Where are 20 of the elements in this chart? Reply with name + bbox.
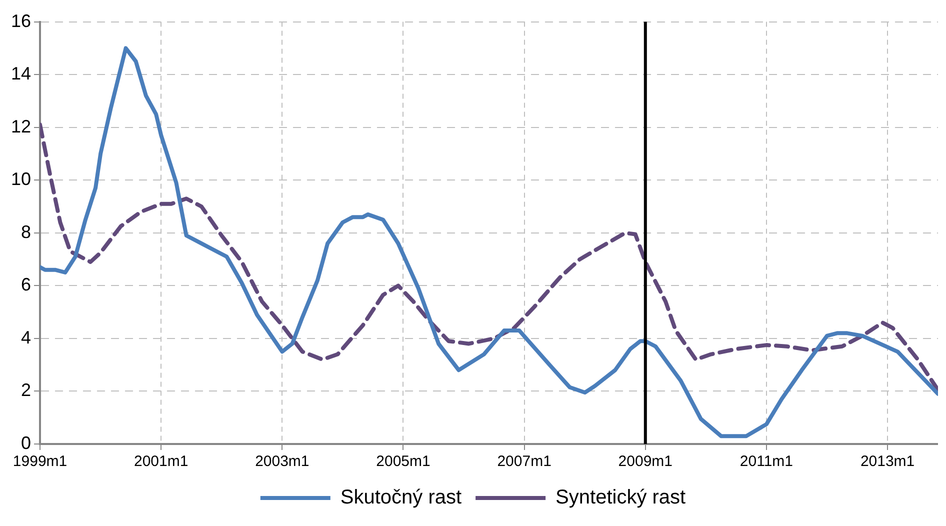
x-tick-label: 2011m1	[740, 453, 794, 470]
y-tick-label: 6	[21, 274, 32, 295]
y-tick-label: 0	[21, 432, 32, 453]
x-tick-label: 2003m1	[255, 453, 310, 470]
x-tick-label: 2013m1	[860, 453, 915, 470]
x-tick-label: 2005m1	[376, 453, 430, 470]
y-tick-label: 8	[21, 222, 32, 242]
y-tick-label: 10	[10, 169, 32, 190]
y-tick-label: 14	[10, 64, 32, 84]
x-tick-label: 2001m1	[134, 453, 188, 470]
x-tick-label: 1999m1	[12, 453, 68, 470]
y-tick-label: 16	[10, 10, 32, 31]
x-tick-label: 2009m1	[618, 453, 673, 470]
y-tick-label: 12	[10, 116, 32, 136]
y-tick-label: 2	[21, 380, 32, 400]
line-series	[40, 122, 938, 392]
legend-label: Syntetický rast	[556, 486, 686, 509]
legend-label: Skutočný rast	[340, 486, 462, 509]
x-tick-label: 2007m1	[497, 453, 552, 470]
y-tick-label: 4	[21, 327, 32, 348]
